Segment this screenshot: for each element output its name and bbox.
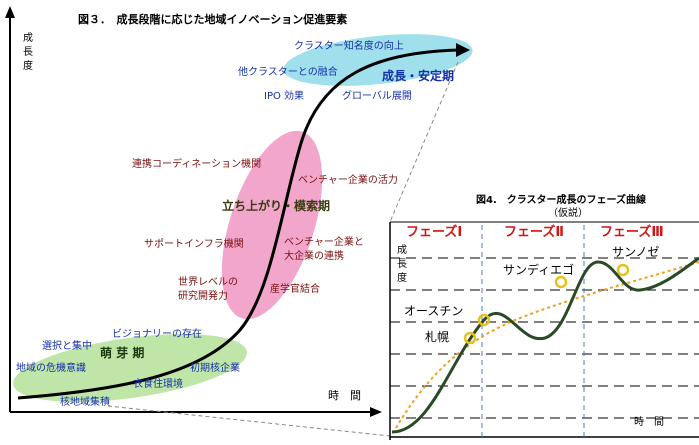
factor-venture-large: ベンチャー企業と大企業の連携: [284, 237, 364, 262]
factor-living: 衣食住環境: [133, 379, 183, 390]
fig3-growth-curve: [17, 48, 461, 400]
factor-core-tech: 核地域集積: [60, 397, 110, 408]
point-austin-label: オースチン: [404, 304, 464, 318]
phase-early-label: 萌 芽 期: [100, 346, 145, 360]
leader-line-top: [389, 61, 459, 223]
fig3-y-axis-label: 成長度: [23, 33, 33, 72]
fig3-y-arrow: [5, 6, 15, 18]
stable-phase-blob: [283, 34, 473, 86]
factor-nucleus: 初期核企業: [190, 363, 240, 374]
fig4-trend-curve: [395, 261, 699, 429]
point-sanjose-label: サンノゼ: [612, 245, 660, 259]
fig4-phase-3: フェーズⅢ: [600, 225, 664, 240]
factor-ipo: IPO 効果: [264, 91, 305, 102]
fig4-title: 図4. クラスター成長のフェーズ曲線: [476, 195, 647, 206]
early-phase-blob: [13, 334, 247, 402]
leader-line-bottom: [107, 405, 391, 437]
point-sandiego-label: サンディエゴ: [503, 263, 575, 277]
point-sapporo-label: 札幌: [425, 330, 450, 344]
fig4-x-axis-label: 時 間: [634, 417, 664, 428]
fig4-phase-1: フェーズⅠ: [406, 225, 463, 240]
factor-cluster-fusion: 他クラスターとの融合: [238, 67, 338, 78]
marker-austin: [477, 313, 491, 327]
fig3-title: 図３． 成長段階に応じた地域イノベーション促進要素: [78, 13, 348, 26]
rise-phase-blob: [221, 130, 323, 320]
factor-venture-vitality: ベンチャー企業の活力: [298, 175, 398, 186]
factor-crisis: 地域の危機意識: [16, 363, 86, 374]
fig4-phase-2: フェーズⅡ: [504, 225, 564, 240]
marker-sanjose: [616, 263, 630, 277]
phase-stable-label: 成長・安定期: [382, 69, 455, 83]
fig4-phase-curve: [391, 256, 699, 434]
factor-world-research: 世界レベルの研究開発力: [178, 277, 238, 302]
phase-rise-label: 立ち上がり・模索期: [222, 199, 331, 213]
fig4-subtitle: （仮説）: [548, 208, 588, 219]
fig4-y-axis-label: 成長度: [397, 245, 407, 284]
factor-cluster-awareness: クラスター知名度の向上: [294, 41, 404, 52]
factor-vision: ビジョナリーの存在: [112, 329, 202, 340]
factor-selection: 選択と集中: [42, 341, 92, 352]
marker-sapporo: [463, 331, 477, 345]
fig3-x-axis-label: 時 間: [328, 389, 361, 402]
factor-industry-academia: 産学官結合: [270, 284, 320, 295]
marker-sandiego: [554, 275, 568, 289]
factor-coordination: 連携コーディネーション機関: [132, 159, 262, 170]
fig3-curve-arrow: [456, 43, 470, 57]
fig3-x-arrow: [370, 407, 382, 417]
factor-support-infra: サポートインフラ機関: [144, 239, 244, 250]
factor-global: グローバル展開: [342, 91, 412, 102]
